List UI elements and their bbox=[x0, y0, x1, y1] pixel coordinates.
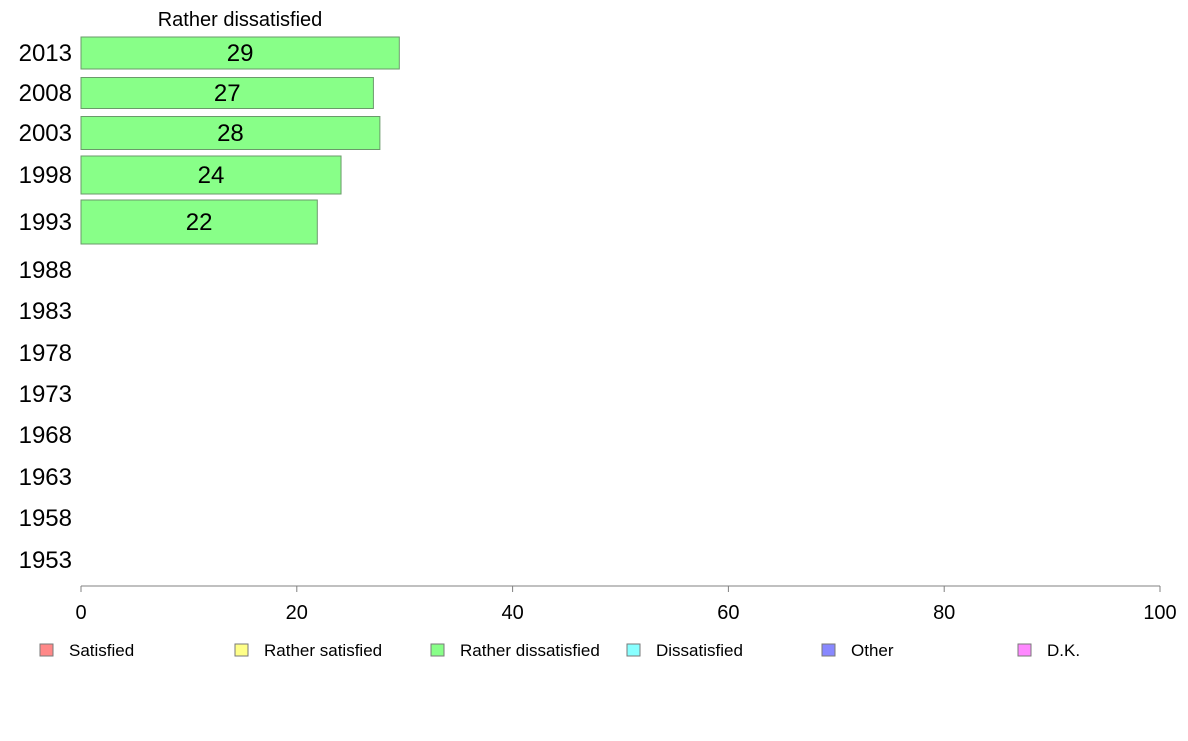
legend-swatch bbox=[430, 643, 445, 657]
category-label: 1958 bbox=[19, 505, 72, 532]
bar bbox=[80, 36, 400, 70]
legend-swatch bbox=[234, 643, 249, 657]
x-tick-label: 20 bbox=[286, 602, 308, 624]
legend: Satisfied Rather satisfied Rather dissatis… bbox=[39, 641, 1080, 660]
category-label: 2003 bbox=[19, 120, 72, 147]
category-label: 1978 bbox=[19, 340, 72, 367]
legend-swatch bbox=[821, 643, 836, 657]
data-label: 22 bbox=[186, 209, 213, 236]
legend-label: Dissatisfied bbox=[656, 641, 743, 660]
legend-swatch bbox=[626, 643, 641, 657]
legend-item: D.K. bbox=[1017, 641, 1080, 660]
bar bbox=[80, 199, 318, 245]
category-label: 1993 bbox=[19, 209, 72, 236]
legend-swatch bbox=[39, 643, 54, 657]
x-tick-label: 80 bbox=[933, 602, 955, 624]
category-labels: 2013 2008 2003 1998 1993 1988 1983 1978 1973 1968… bbox=[19, 40, 72, 574]
x-tick-label: 60 bbox=[717, 602, 739, 624]
legend-label: Rather dissatisfied bbox=[460, 641, 600, 660]
category-label: 1963 bbox=[19, 464, 72, 491]
category-label: 1988 bbox=[19, 257, 72, 284]
category-label: 1968 bbox=[19, 422, 72, 449]
bars-layer: 29 27 28 24 22 bbox=[80, 36, 400, 245]
data-label: 24 bbox=[198, 162, 225, 189]
category-label: 1983 bbox=[19, 298, 72, 325]
category-label: 2013 bbox=[19, 40, 72, 67]
x-axis: 0 20 40 60 80 100 bbox=[75, 585, 1177, 624]
x-tick-label: 0 bbox=[75, 602, 86, 624]
bar bbox=[80, 77, 374, 109]
bar bbox=[80, 155, 342, 195]
category-label: 2008 bbox=[19, 80, 72, 107]
legend-item: Dissatisfied bbox=[626, 641, 743, 660]
bar bbox=[80, 116, 381, 150]
legend-item: Rather satisfied bbox=[234, 641, 382, 660]
legend-item: Other bbox=[821, 641, 894, 660]
legend-label: Other bbox=[851, 641, 894, 660]
legend-label: Satisfied bbox=[69, 641, 134, 660]
category-label: 1998 bbox=[19, 162, 72, 189]
data-label: 29 bbox=[227, 40, 254, 67]
x-tick-label: 40 bbox=[501, 602, 523, 624]
legend-swatch bbox=[1017, 643, 1032, 657]
legend-item: Rather dissatisfied bbox=[430, 641, 600, 660]
x-tick-label: 100 bbox=[1143, 602, 1176, 624]
category-label: 1953 bbox=[19, 547, 72, 574]
legend-label: D.K. bbox=[1047, 641, 1080, 660]
category-label: 1973 bbox=[19, 381, 72, 408]
data-label: 27 bbox=[214, 80, 241, 107]
chart-title: Rather dissatisfied bbox=[158, 9, 323, 31]
legend-item: Satisfied bbox=[39, 641, 134, 660]
data-label: 28 bbox=[217, 120, 244, 147]
legend-label: Rather satisfied bbox=[264, 641, 382, 660]
